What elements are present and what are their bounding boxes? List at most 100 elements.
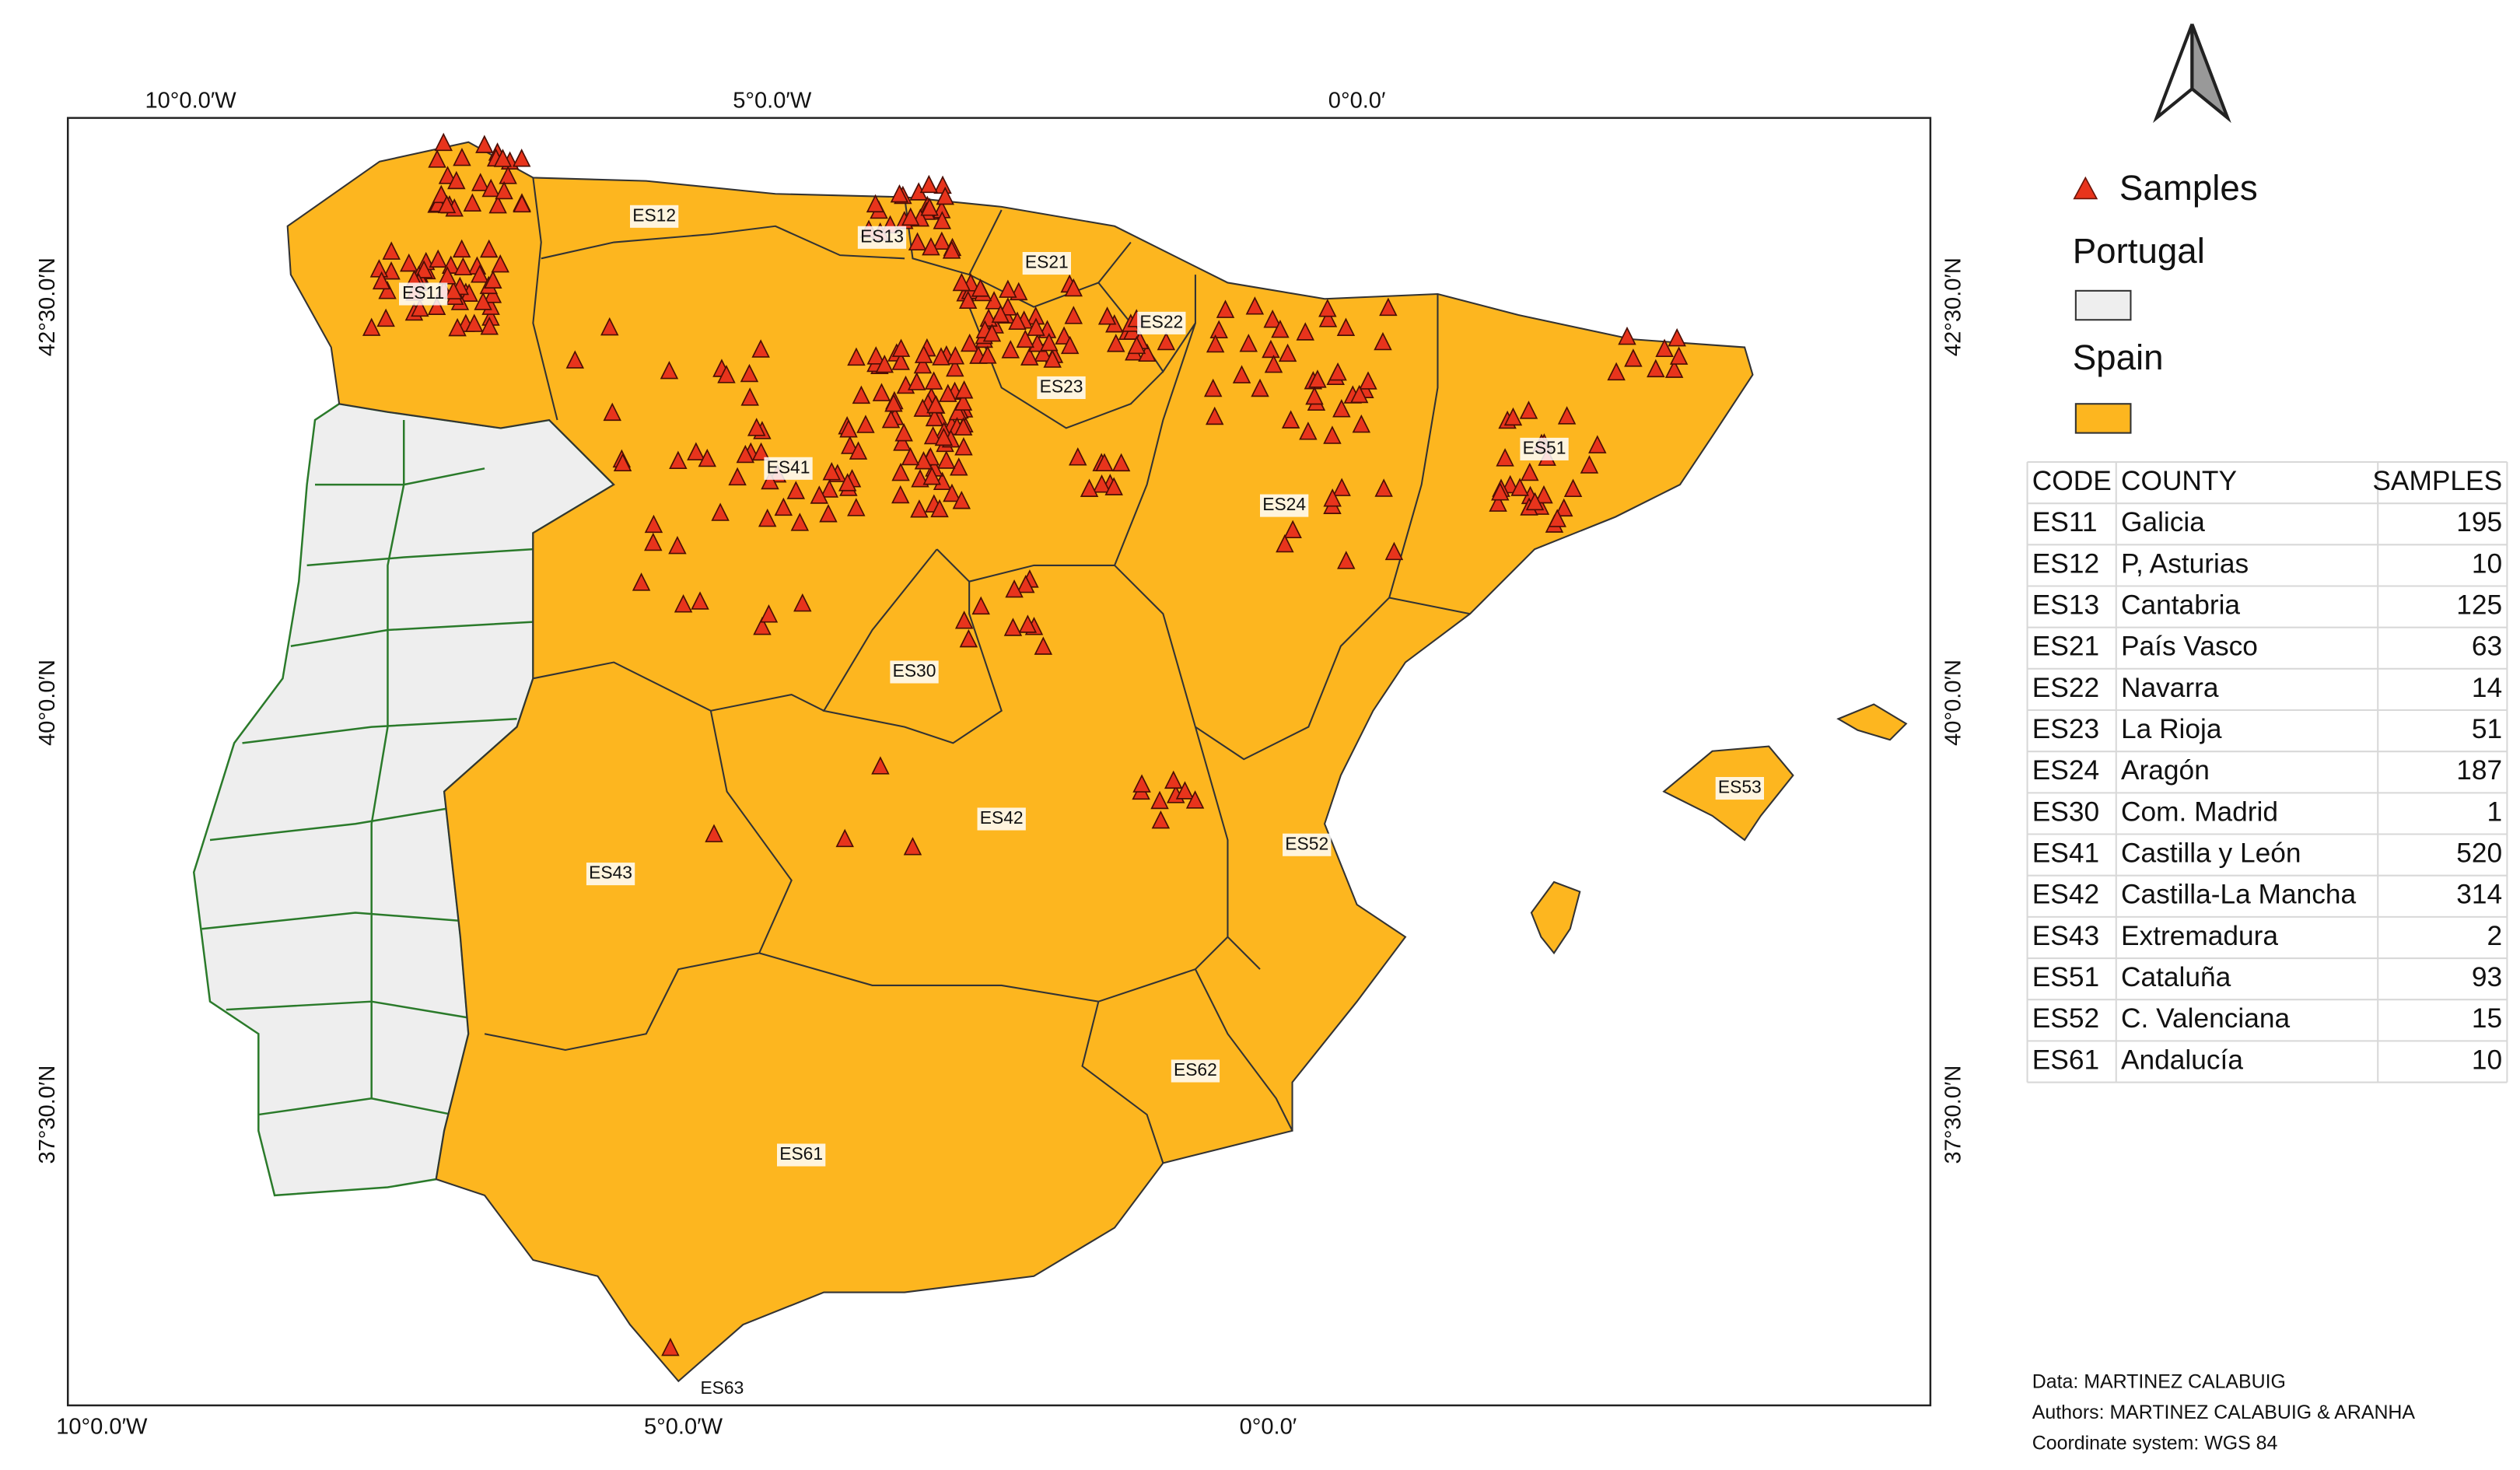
region-label: ES30 xyxy=(893,660,936,681)
samples-layer xyxy=(362,132,1689,1356)
table-cell: Com. Madrid xyxy=(2121,796,2278,827)
sample-point xyxy=(1064,278,1083,297)
table-header-cell: CODE xyxy=(2032,466,2112,496)
table-cell: ES42 xyxy=(2032,880,2099,910)
sample-point xyxy=(1328,362,1347,381)
legend-samples: Samples xyxy=(2119,168,2258,208)
sample-point xyxy=(841,436,859,454)
sample-point xyxy=(465,313,484,332)
sample-point xyxy=(1359,371,1377,390)
north-arrow-right xyxy=(2190,23,2231,124)
sample-point xyxy=(1374,478,1393,497)
sample-point xyxy=(847,347,866,366)
table-cell: 10 xyxy=(2472,548,2502,579)
table-cell: Galicia xyxy=(2121,507,2205,537)
sample-point xyxy=(954,611,974,629)
sample-point xyxy=(484,270,502,289)
samples-table: CODE COUNTY SAMPLES ES11 Galicia 195 ES12 P, As… xyxy=(2026,460,2508,1083)
sample-point xyxy=(866,346,885,365)
sample-point xyxy=(959,628,978,648)
sample-point xyxy=(1305,386,1324,405)
top-coordinate-label: 0°0.0′ xyxy=(1328,89,1386,114)
legend-portugal: Portugal xyxy=(2073,231,2205,271)
sample-point xyxy=(448,317,467,337)
table-cell: Andalucía xyxy=(2121,1045,2243,1075)
sample-point xyxy=(891,352,910,370)
sample-point xyxy=(475,135,494,153)
region-label: ES61 xyxy=(779,1143,823,1164)
sample-point xyxy=(447,170,466,190)
table-cell: ES43 xyxy=(2032,921,2099,951)
sample-point xyxy=(1281,410,1300,429)
sample-point xyxy=(499,166,517,184)
sample-point xyxy=(1500,474,1520,494)
sample-point xyxy=(1276,534,1294,553)
table-cell: ES12 xyxy=(2032,548,2099,579)
region-label: ES42 xyxy=(980,807,1024,828)
sample-point xyxy=(437,194,457,214)
region-label: ES62 xyxy=(1174,1059,1217,1080)
sample-point xyxy=(930,499,949,518)
table-cell: 125 xyxy=(2456,590,2502,620)
legend-spain-swatch xyxy=(2074,403,2132,434)
sample-point xyxy=(982,323,1002,342)
sample-point xyxy=(1669,346,1689,365)
sample-point xyxy=(954,380,974,399)
sample-point xyxy=(687,442,705,460)
region-label-box xyxy=(764,457,813,480)
sample-point xyxy=(613,453,632,472)
sample-point xyxy=(939,383,957,402)
sample-point xyxy=(1111,453,1131,472)
table-cell: 1 xyxy=(2487,796,2503,827)
sample-point xyxy=(852,385,871,404)
sample-point xyxy=(822,462,842,481)
sample-point xyxy=(632,572,651,591)
spain-area xyxy=(286,141,1754,1383)
sample-point xyxy=(453,147,471,166)
ibiza xyxy=(1530,880,1581,955)
sample-point xyxy=(946,346,965,365)
sample-point xyxy=(1503,407,1523,426)
sample-point xyxy=(1005,579,1024,598)
sample-point xyxy=(872,383,891,401)
sample-point xyxy=(1618,326,1636,345)
sample-point xyxy=(1132,774,1151,793)
credit-data: Data: MARTINEZ CALABUIG xyxy=(2032,1370,2286,1392)
sample-point xyxy=(493,149,513,167)
sample-point xyxy=(1332,399,1351,418)
sample-point xyxy=(1668,327,1686,347)
table-cell: ES11 xyxy=(2032,507,2098,537)
sample-point xyxy=(488,194,507,214)
sample-point xyxy=(1588,435,1607,453)
sample-point xyxy=(774,497,793,516)
sample-point xyxy=(1336,317,1356,336)
sample-point xyxy=(952,490,971,509)
region-label-box xyxy=(777,1143,826,1167)
sample-point xyxy=(512,149,531,167)
sample-point xyxy=(914,450,933,470)
sample-point xyxy=(491,254,509,273)
table-header-cell: COUNTY xyxy=(2121,466,2237,496)
sample-point xyxy=(1209,320,1228,339)
sample-point xyxy=(954,437,973,456)
table-cell: Aragón xyxy=(2121,755,2210,786)
sample-point xyxy=(751,339,770,358)
sample-point xyxy=(891,338,911,357)
table-cell: ES61 xyxy=(2032,1045,2099,1075)
top-coordinate-label: 10°0.0′W xyxy=(145,89,236,114)
sample-point xyxy=(411,298,429,317)
region-label: ES12 xyxy=(632,205,676,225)
sample-point xyxy=(382,241,401,260)
sample-point xyxy=(1080,478,1099,497)
table-cell: 195 xyxy=(2456,507,2502,537)
sample-point xyxy=(933,211,952,229)
table-cell: 15 xyxy=(2472,1003,2502,1034)
table-cell: ES22 xyxy=(2032,673,2099,703)
sample-point xyxy=(925,408,944,427)
sample-point xyxy=(1232,365,1251,383)
region-label: ES13 xyxy=(860,226,904,246)
sample-point xyxy=(758,508,777,527)
sample-point xyxy=(932,347,950,366)
region-label: ES51 xyxy=(1523,437,1566,457)
